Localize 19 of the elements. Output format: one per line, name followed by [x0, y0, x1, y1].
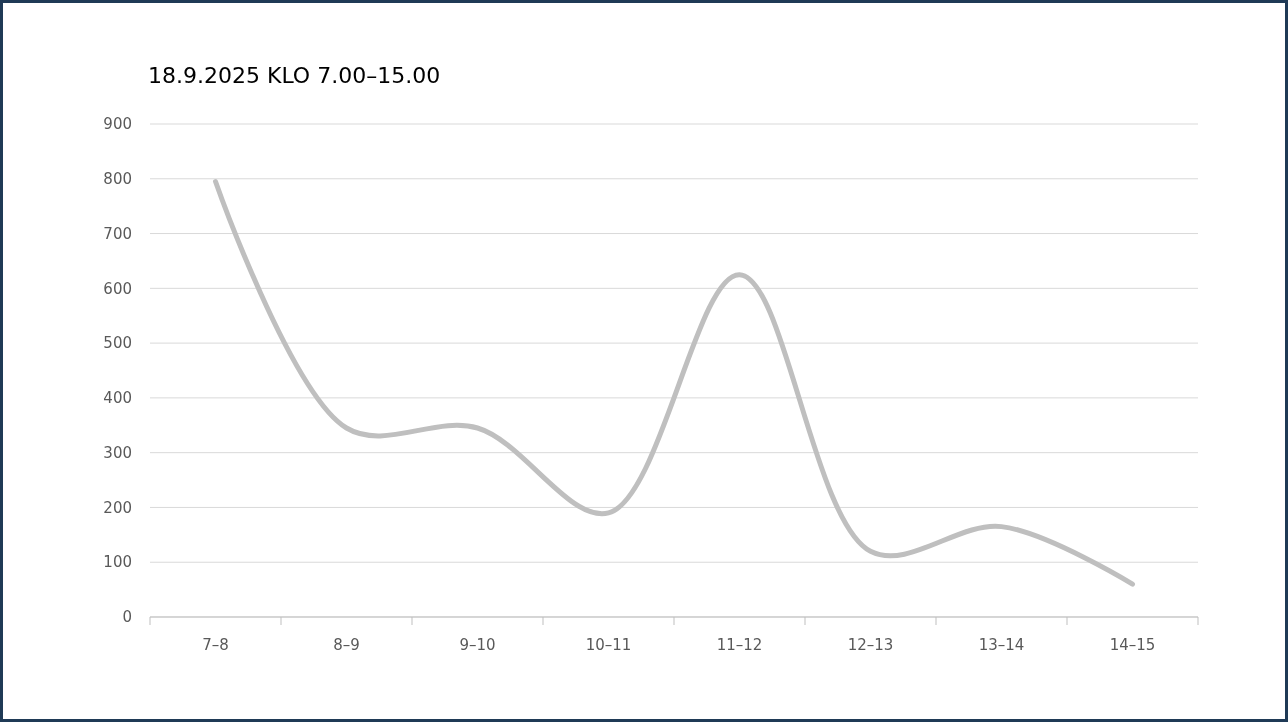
x-tick-label: 8–9: [333, 636, 360, 655]
chart-title: 18.9.2025 KLO 7.00–15.00: [148, 63, 441, 88]
x-tick-label: 14–15: [1109, 636, 1156, 655]
y-tick-label: 600: [103, 279, 132, 298]
y-tick-label: 300: [103, 443, 132, 462]
y-tick-label: 700: [103, 224, 132, 243]
y-tick-label: 0: [122, 608, 132, 627]
y-tick-label: 100: [103, 553, 132, 572]
x-tick-label: 7–8: [202, 636, 229, 655]
x-tick-label: 9–10: [459, 636, 496, 655]
x-tick-label: 11–12: [716, 636, 763, 655]
y-tick-label: 800: [103, 170, 132, 189]
y-tick-label: 500: [103, 334, 132, 353]
y-tick-label: 200: [103, 498, 132, 517]
x-tick-label: 13–14: [978, 636, 1025, 655]
x-tick-label: 10–11: [585, 636, 632, 655]
y-tick-label: 900: [103, 115, 132, 134]
y-tick-label: 400: [103, 389, 132, 408]
x-tick-label: 12–13: [847, 636, 894, 655]
